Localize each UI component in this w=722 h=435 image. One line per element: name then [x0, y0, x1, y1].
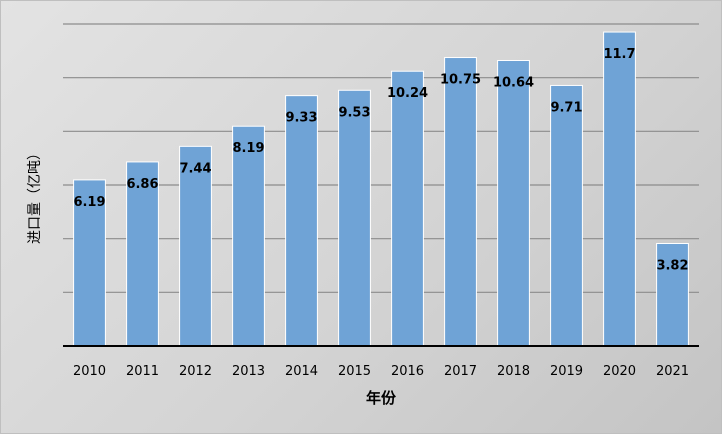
bar-2019 [550, 84, 583, 347]
bar-2015 [338, 89, 371, 347]
y-axis-title: 进口量（亿吨） [27, 146, 43, 244]
bar-2017 [444, 57, 477, 347]
bar-2021 [656, 242, 689, 347]
bar-2014 [285, 95, 318, 347]
data-label-2016: 10.24 [387, 86, 428, 101]
x-tick-label-2015: 2015 [338, 364, 371, 379]
x-tick-label-2020: 2020 [603, 364, 636, 379]
bars [73, 31, 689, 347]
data-label-2013: 8.19 [232, 141, 264, 156]
data-label-2020: 11.7 [603, 47, 635, 62]
data-label-2012: 7.44 [179, 161, 211, 176]
x-tick-label-2013: 2013 [232, 364, 265, 379]
gridlines [63, 23, 699, 293]
bar-2018 [497, 59, 530, 347]
x-tick-label-2018: 2018 [497, 364, 530, 379]
x-tick-label-2014: 2014 [285, 364, 318, 379]
data-label-2019: 9.71 [550, 100, 582, 115]
x-tick-label-2021: 2021 [656, 364, 689, 379]
bar-2020 [603, 31, 636, 347]
data-label-2011: 6.86 [126, 177, 158, 192]
x-tick-label-2011: 2011 [126, 364, 159, 379]
x-axis-title: 年份 [366, 389, 397, 407]
data-label-2010: 6.19 [73, 195, 105, 210]
bar-2012 [179, 145, 212, 347]
data-label-2021: 3.82 [656, 258, 688, 273]
data-label-2018: 10.64 [493, 75, 534, 90]
bar-2011 [126, 161, 159, 347]
x-tick-labels: 2010 2011 2012 2013 2014 2015 2016 2017 2018 2019… [73, 364, 689, 379]
x-tick-label-2010: 2010 [73, 364, 106, 379]
data-labels: 6.19 6.86 7.44 8.19 9.33 9.53 10.24 10.75 10.64 9… [73, 47, 688, 273]
x-tick-label-2017: 2017 [444, 364, 477, 379]
bar-2013 [232, 125, 265, 347]
x-tick-label-2016: 2016 [391, 364, 424, 379]
data-label-2017: 10.75 [440, 73, 481, 88]
data-label-2015: 9.53 [338, 105, 370, 120]
x-tick-label-2019: 2019 [550, 364, 583, 379]
bar-2016 [391, 70, 424, 347]
data-label-2014: 9.33 [285, 111, 317, 126]
x-tick-label-2012: 2012 [179, 364, 212, 379]
